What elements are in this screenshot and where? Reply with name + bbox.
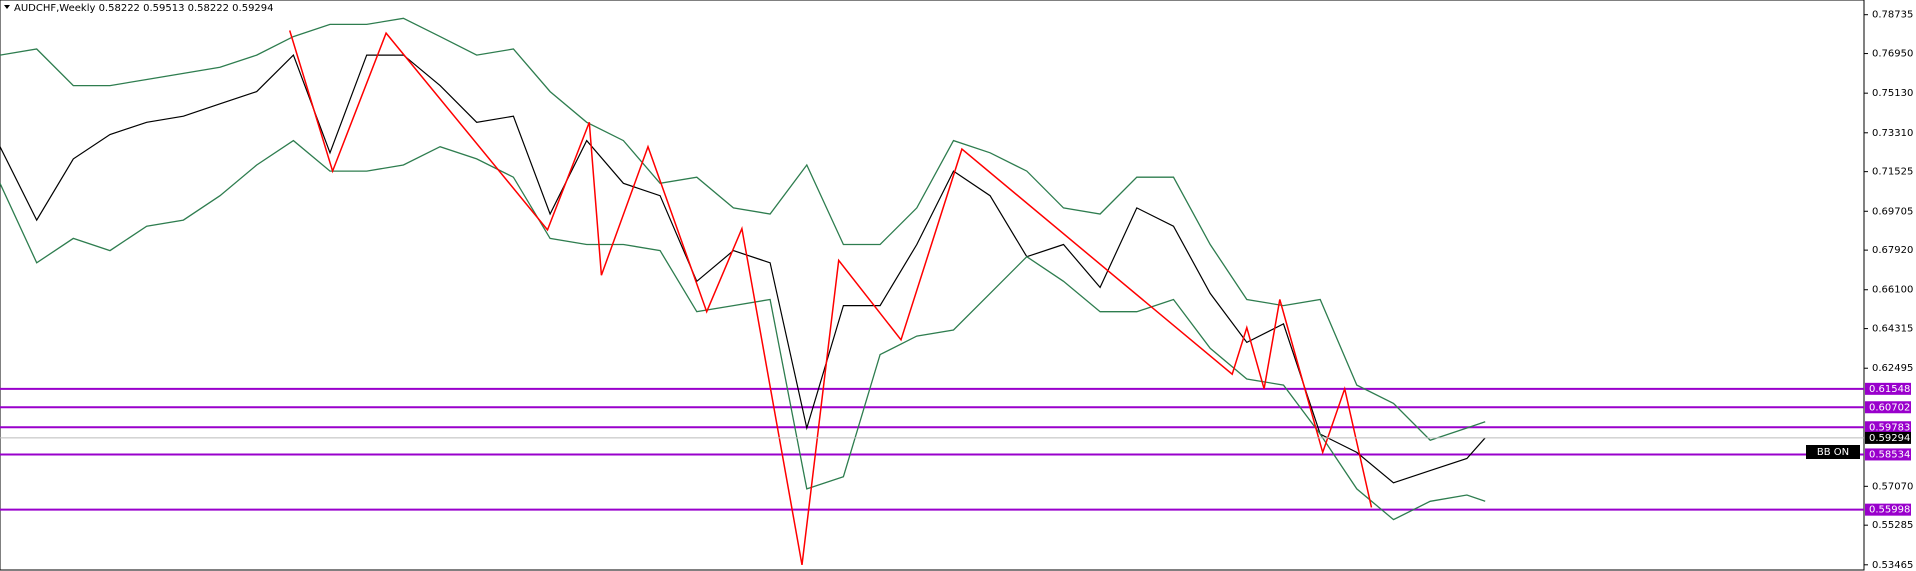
bb-button[interactable]: BB ON bbox=[1817, 447, 1849, 458]
bollinger-band bbox=[0, 139, 1486, 521]
level-label: 0.60702 bbox=[1869, 402, 1910, 413]
y-tick-label: 0.69705 bbox=[1872, 206, 1913, 217]
level-label: 0.61548 bbox=[1869, 384, 1910, 395]
level-label: 0.59783 bbox=[1869, 422, 1910, 433]
level-label-bg bbox=[1865, 421, 1911, 434]
y-tick-label: 0.76950 bbox=[1872, 49, 1913, 60]
plot-frame bbox=[0, 0, 1865, 571]
bollinger-band bbox=[0, 17, 1486, 441]
level-label-bg bbox=[1865, 503, 1911, 516]
y-tick-label: 0.78735 bbox=[1872, 10, 1913, 21]
level-label: 0.58534 bbox=[1869, 449, 1910, 460]
y-tick-label: 0.55285 bbox=[1872, 520, 1913, 531]
level-label: 0.55998 bbox=[1869, 505, 1910, 516]
y-tick-label: 0.75130 bbox=[1872, 88, 1913, 99]
y-tick-label: 0.66100 bbox=[1872, 285, 1913, 296]
price-line bbox=[0, 54, 1486, 484]
y-tick-label: 0.73310 bbox=[1872, 128, 1913, 139]
bid-label: 0.59294 bbox=[1869, 433, 1910, 444]
chart-title: AUDCHF,Weekly 0.58222 0.59513 0.58222 0.… bbox=[14, 3, 274, 14]
level-label-bg bbox=[1865, 401, 1911, 414]
y-tick-label: 0.67920 bbox=[1872, 245, 1913, 256]
level-label-bg bbox=[1865, 448, 1911, 461]
bb-button-bg[interactable] bbox=[1806, 445, 1860, 459]
y-tick-label: 0.62495 bbox=[1872, 363, 1913, 374]
level-label-bg bbox=[1865, 382, 1911, 395]
y-tick-label: 0.71525 bbox=[1872, 167, 1913, 178]
zigzag-line bbox=[288, 30, 1373, 566]
bid-label-bg bbox=[1865, 431, 1911, 444]
y-tick-label: 0.53465 bbox=[1872, 560, 1913, 571]
y-tick-label: 0.57070 bbox=[1872, 481, 1913, 492]
y-tick-label: 0.64315 bbox=[1872, 324, 1913, 335]
menu-arrow[interactable] bbox=[4, 5, 10, 9]
